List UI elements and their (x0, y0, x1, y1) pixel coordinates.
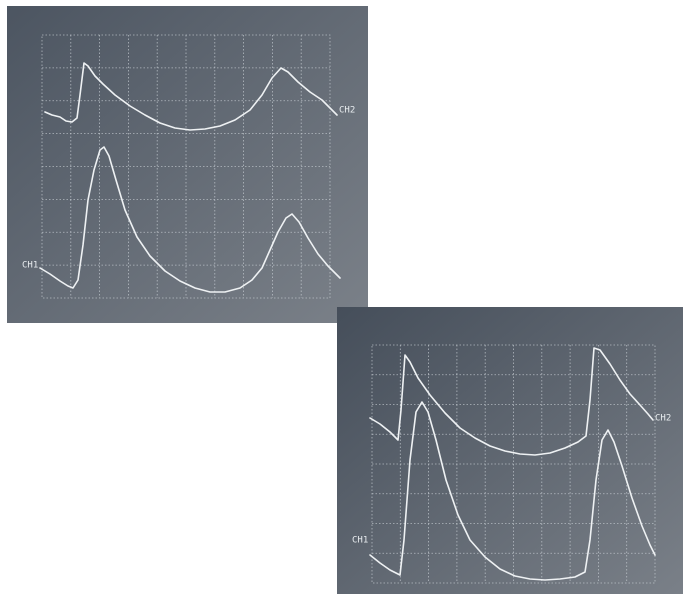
ch2-label: CH2 (655, 414, 671, 424)
ch2-label: CH2 (339, 106, 355, 116)
ch1-label: CH1 (352, 536, 368, 546)
scene: CH2 CH1 CH2 CH1 (0, 0, 688, 596)
scope-photo-1: CH2 CH1 (7, 6, 368, 323)
scope-photo-2: CH2 CH1 (337, 307, 683, 594)
screen (7, 6, 368, 323)
screen (337, 307, 683, 594)
page: {"panels": [{"labels": ["CH2", "CH1"]}, … (0, 0, 688, 596)
ch1-label: CH1 (22, 261, 38, 271)
